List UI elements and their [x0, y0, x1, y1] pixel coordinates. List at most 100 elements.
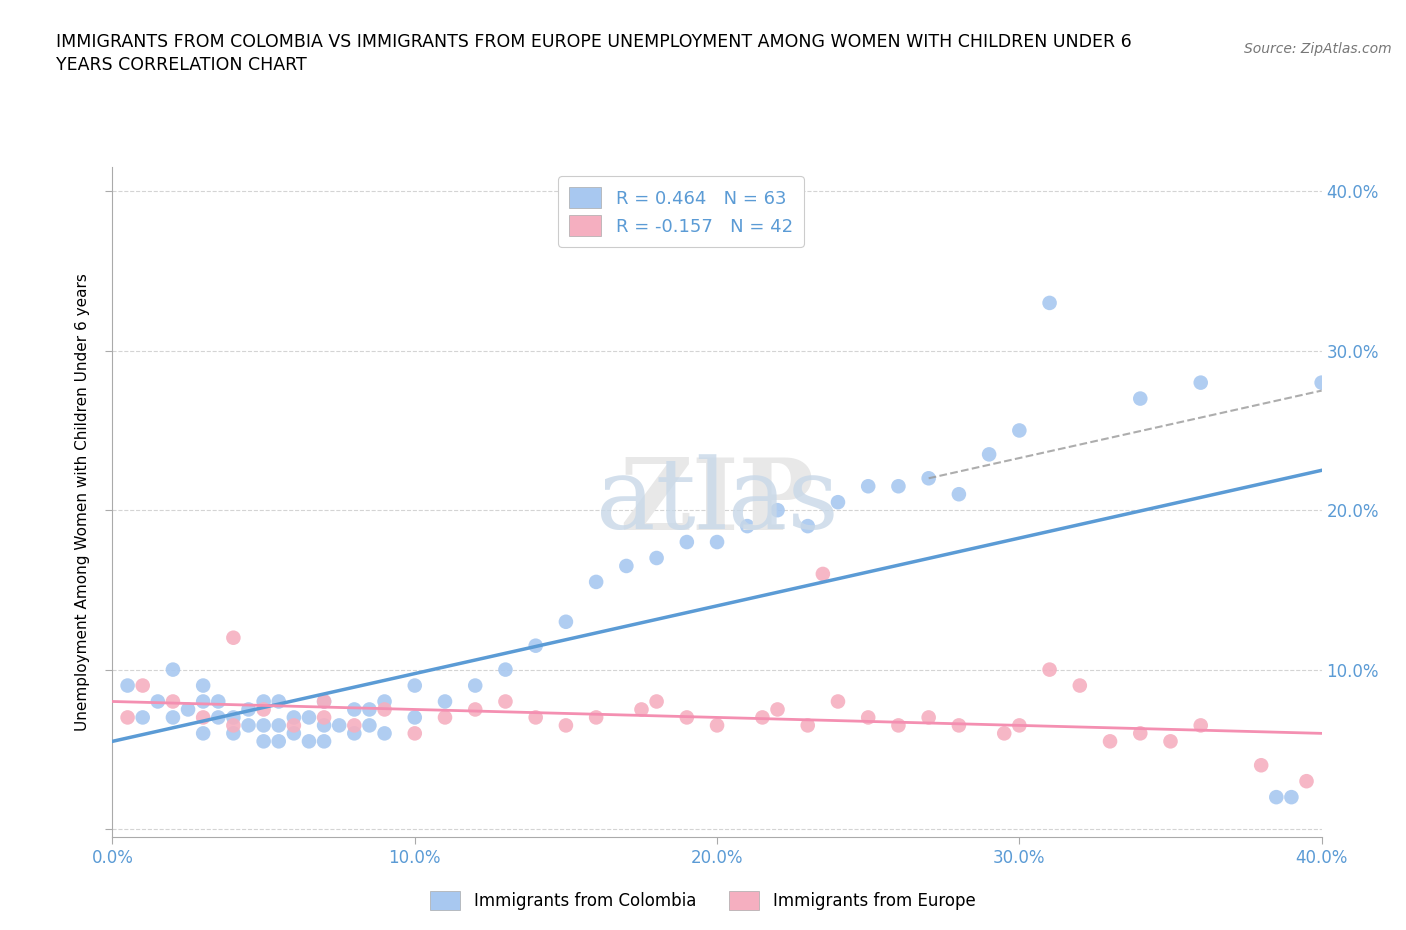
Point: [811, 566, 834, 581]
Point: [948, 718, 970, 733]
Point: [177, 702, 200, 717]
Point: [222, 631, 245, 645]
Point: [191, 710, 214, 724]
Point: [495, 694, 517, 709]
Point: [238, 718, 260, 733]
Point: [222, 718, 245, 733]
Point: [298, 710, 321, 724]
Point: [283, 718, 305, 733]
Point: [524, 638, 547, 653]
Point: [314, 694, 336, 709]
Point: [283, 726, 305, 741]
Text: Source: ZipAtlas.com: Source: ZipAtlas.com: [1244, 42, 1392, 56]
Point: [1098, 734, 1121, 749]
Point: [977, 447, 1000, 462]
Point: [298, 734, 321, 749]
Point: [887, 718, 910, 733]
Point: [283, 710, 305, 724]
Point: [253, 702, 276, 717]
Point: [524, 710, 547, 724]
Point: [856, 479, 880, 494]
Point: [433, 710, 456, 724]
Point: [796, 718, 818, 733]
Point: [1265, 790, 1288, 804]
Point: [374, 694, 396, 709]
Point: [191, 694, 214, 709]
Point: [404, 726, 426, 741]
Point: [374, 726, 396, 741]
Point: [1279, 790, 1302, 804]
Point: [207, 694, 229, 709]
Point: [1129, 392, 1152, 406]
Point: [766, 503, 789, 518]
Text: ZIP: ZIP: [620, 454, 814, 551]
Point: [464, 702, 486, 717]
Point: [645, 551, 668, 565]
Point: [1189, 375, 1212, 390]
Point: [117, 678, 139, 693]
Point: [706, 718, 728, 733]
Point: [404, 710, 426, 724]
Point: [1129, 726, 1152, 741]
Text: IMMIGRANTS FROM COLOMBIA VS IMMIGRANTS FROM EUROPE UNEMPLOYMENT AMONG WOMEN WITH: IMMIGRANTS FROM COLOMBIA VS IMMIGRANTS F…: [56, 33, 1132, 50]
Text: YEARS CORRELATION CHART: YEARS CORRELATION CHART: [56, 56, 307, 73]
Point: [328, 718, 350, 733]
Point: [993, 726, 1015, 741]
Point: [706, 535, 728, 550]
Point: [238, 702, 260, 717]
Legend: Immigrants from Colombia, Immigrants from Europe: Immigrants from Colombia, Immigrants fro…: [423, 884, 983, 917]
Point: [433, 694, 456, 709]
Point: [191, 678, 214, 693]
Point: [616, 559, 638, 574]
Point: [222, 710, 245, 724]
Point: [1189, 718, 1212, 733]
Point: [856, 710, 880, 724]
Point: [343, 702, 366, 717]
Point: [314, 718, 336, 733]
Legend: R = 0.464   N = 63, R = -0.157   N = 42: R = 0.464 N = 63, R = -0.157 N = 42: [558, 177, 804, 247]
Point: [1069, 678, 1091, 693]
Point: [1008, 718, 1031, 733]
Point: [1038, 296, 1062, 311]
Point: [948, 486, 970, 501]
Point: [827, 495, 849, 510]
Point: [827, 694, 849, 709]
Point: [796, 519, 818, 534]
Point: [162, 694, 184, 709]
Point: [464, 678, 486, 693]
Point: [117, 710, 139, 724]
Point: [1250, 758, 1272, 773]
Point: [267, 718, 290, 733]
Point: [222, 726, 245, 741]
Point: [146, 694, 169, 709]
Point: [675, 710, 697, 724]
Point: [918, 471, 941, 485]
Point: [645, 694, 668, 709]
Point: [737, 519, 759, 534]
Point: [207, 710, 229, 724]
Point: [1295, 774, 1317, 789]
Point: [585, 575, 607, 590]
Point: [253, 718, 276, 733]
Point: [554, 615, 576, 630]
Point: [404, 678, 426, 693]
Point: [359, 702, 381, 717]
Point: [1008, 423, 1031, 438]
Point: [253, 694, 276, 709]
Point: [162, 710, 184, 724]
Point: [1310, 375, 1333, 390]
Point: [675, 535, 697, 550]
Point: [314, 710, 336, 724]
Point: [191, 726, 214, 741]
Point: [554, 718, 576, 733]
Point: [1159, 734, 1181, 749]
Point: [267, 694, 290, 709]
Point: [766, 702, 789, 717]
Point: [359, 718, 381, 733]
Point: [918, 710, 941, 724]
Point: [495, 662, 517, 677]
Point: [887, 479, 910, 494]
Point: [132, 710, 155, 724]
Point: [585, 710, 607, 724]
Text: atlas: atlas: [596, 454, 838, 551]
